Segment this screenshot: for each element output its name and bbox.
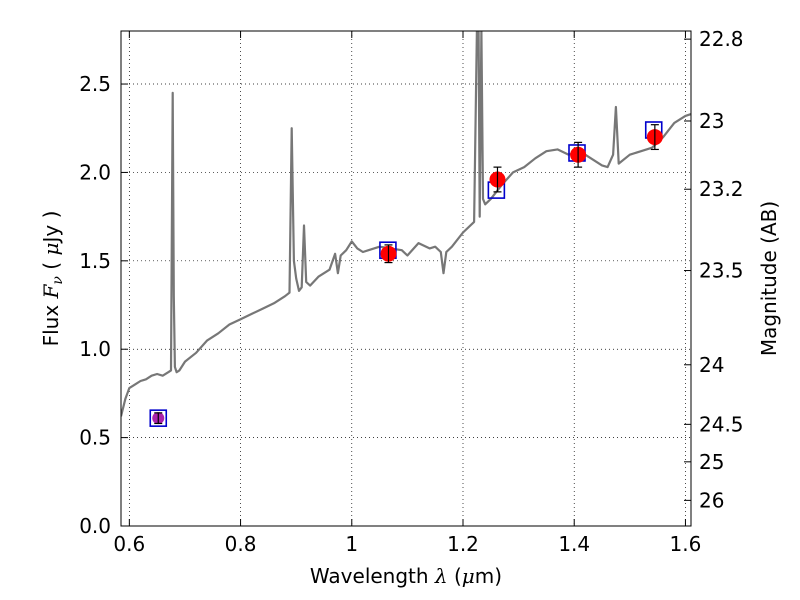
plot-frame [120, 30, 692, 527]
x-axis-label: Wavelength λ (μm) [310, 564, 502, 588]
y-tick-label: 0.5 [79, 426, 111, 450]
filter-flux-square [149, 409, 168, 427]
x-tick-label: 0.8 [225, 532, 257, 556]
x-tick-label: 1.2 [447, 532, 479, 556]
y2-tick-label: 22.8 [699, 27, 744, 51]
x-tick-label: 0.6 [113, 532, 145, 556]
y-axis-label: Flux Fν ( μJy ) [39, 211, 66, 347]
y2-tick-label: 24 [699, 353, 724, 377]
y2-tick-label: 23.2 [699, 177, 744, 201]
grid-lines [121, 31, 691, 526]
photometry-series [152, 124, 663, 425]
filter-flux-series [149, 121, 663, 427]
y-tick-label: 1.5 [79, 249, 111, 273]
y2-tick-label: 23 [699, 109, 724, 133]
y-tick-label: 0.0 [79, 514, 111, 538]
y2-tick-label: 24.5 [699, 412, 744, 436]
y-tick-label: 2.0 [79, 160, 111, 184]
y-tick-label: 1.0 [79, 337, 111, 361]
y2-axis-label: Magnitude (AB) [757, 201, 781, 356]
x-tick-label: 1 [345, 532, 358, 556]
y-tick-label: 2.5 [79, 72, 111, 96]
x-tick-label: 1.4 [558, 532, 590, 556]
spectrum-series [121, 31, 691, 417]
spectrum-line [121, 31, 691, 417]
x-tick-label: 1.6 [670, 532, 702, 556]
y2-tick-label: 26 [699, 488, 724, 512]
axis-ticks: 0.6 0.8 1 1.2 1.4 1.6 0.0 0.5 1.0 1.5 2.0 2.5 22.8 23… [79, 27, 743, 556]
y2-tick-label: 25 [699, 450, 724, 474]
y2-tick-label: 23.5 [699, 259, 744, 283]
